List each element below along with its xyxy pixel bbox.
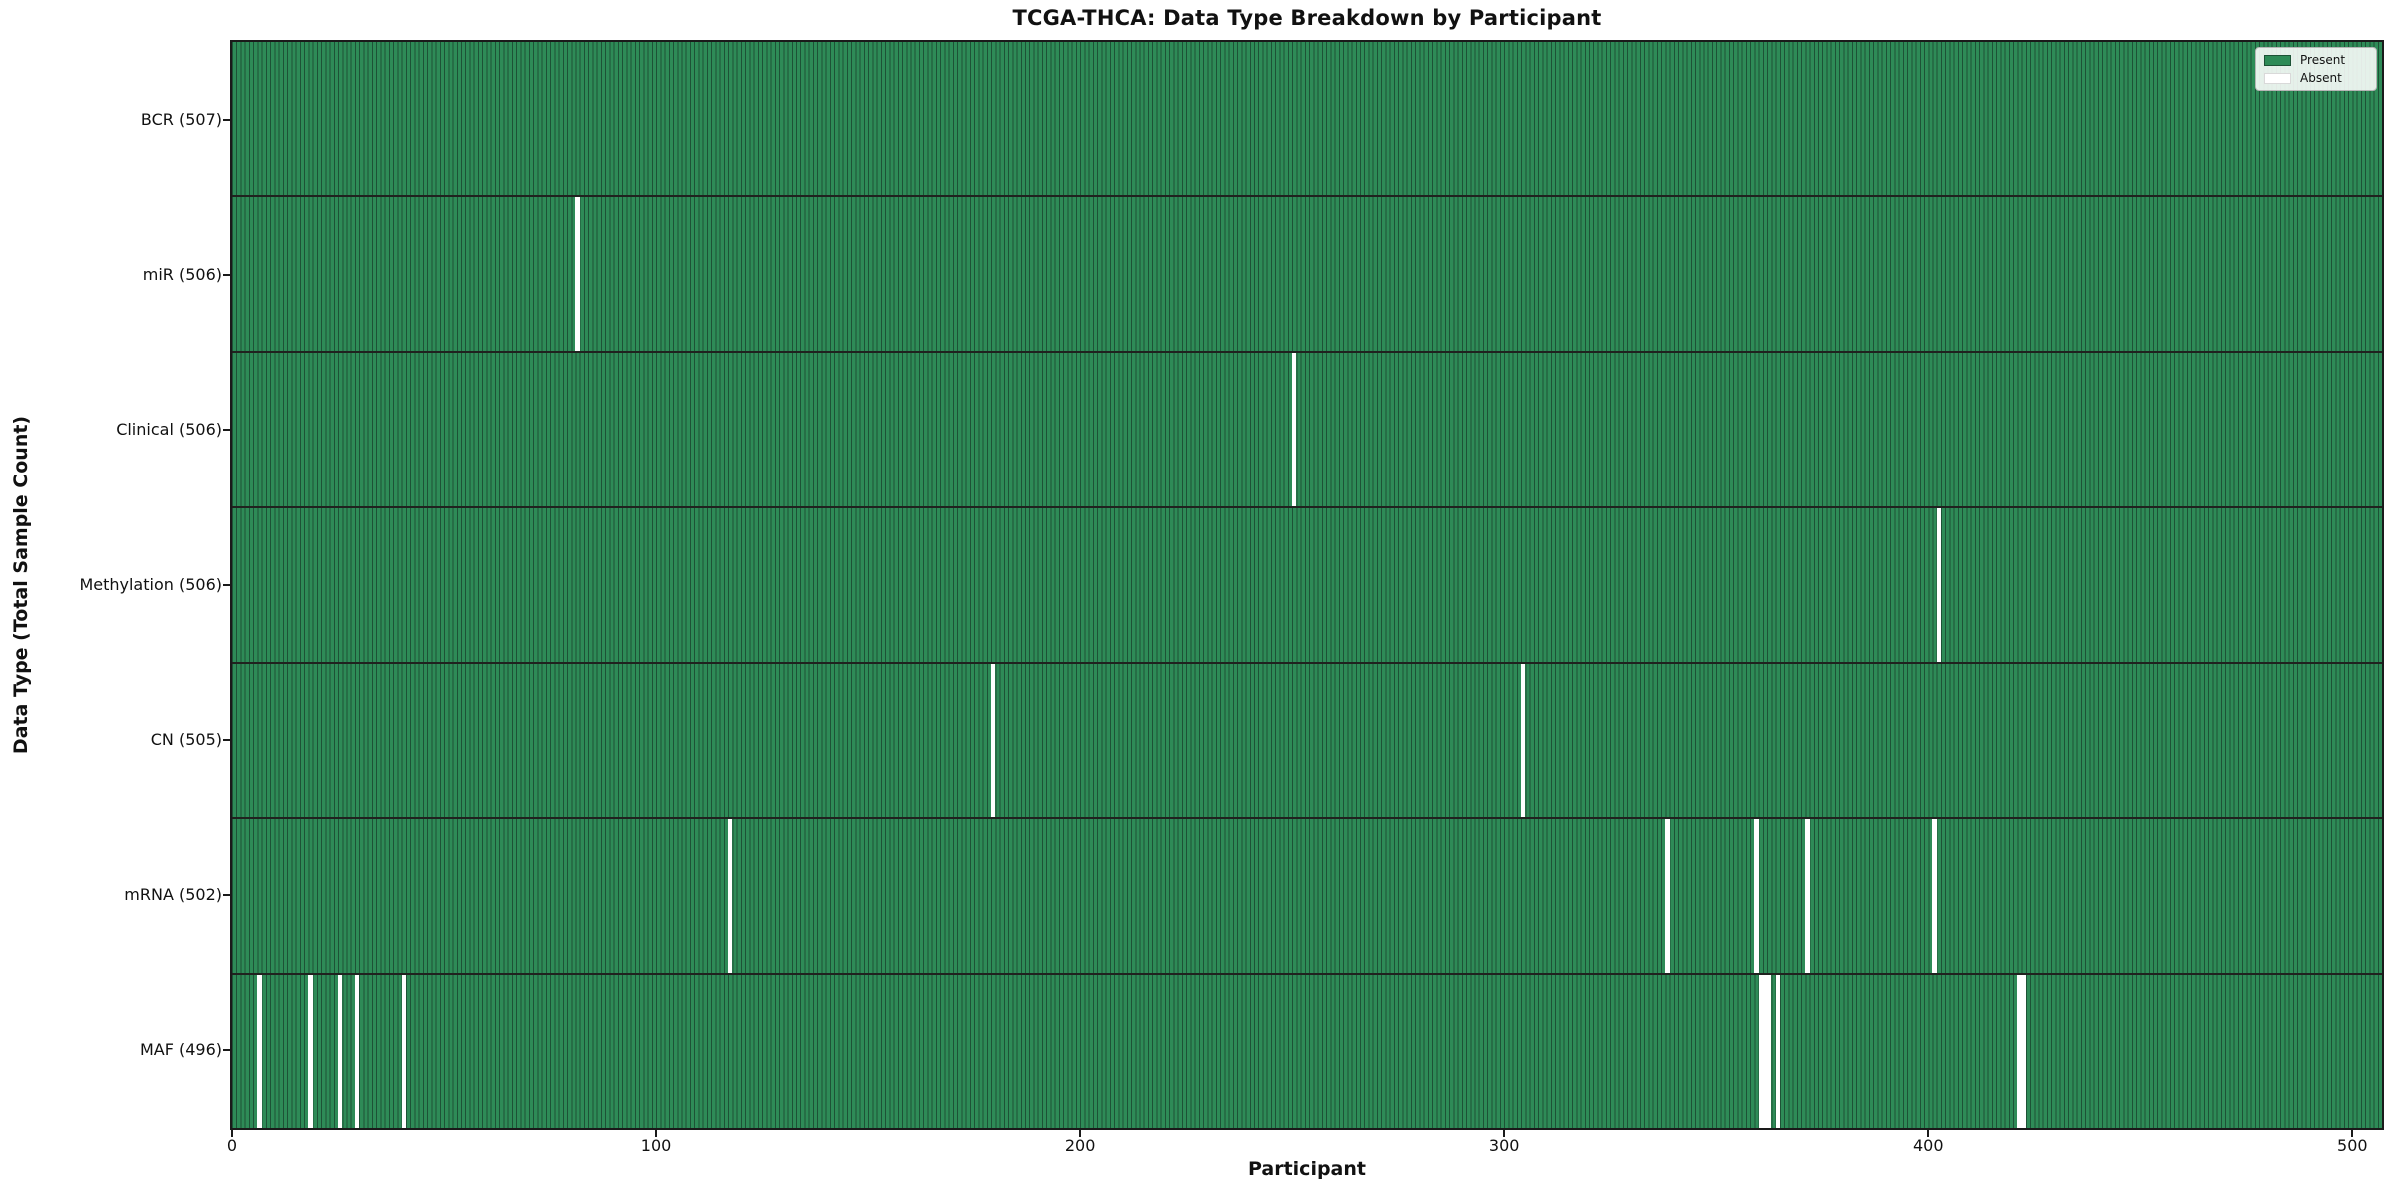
x-tick-mark bbox=[1503, 1130, 1506, 1137]
absent-gap bbox=[1292, 352, 1297, 507]
y-tick-mark bbox=[223, 273, 230, 276]
y-tick-mark bbox=[223, 739, 230, 742]
y-tick-label-methylation: Methylation (506) bbox=[79, 575, 222, 594]
x-tick-label: 400 bbox=[1912, 1136, 1944, 1155]
x-tick-label: 500 bbox=[2337, 1136, 2368, 1155]
y-tick-label-mrna: mRNA (502) bbox=[124, 885, 222, 905]
y-tick-label-maf: MAF (496) bbox=[139, 1040, 222, 1060]
legend-item-present: Present bbox=[2264, 54, 2368, 66]
present-swatch-icon bbox=[2264, 54, 2291, 66]
absent-gap bbox=[1805, 819, 1810, 973]
plot-area: Present Absent bbox=[230, 40, 2384, 1130]
absent-gap bbox=[1932, 819, 1937, 973]
absent-gap bbox=[354, 974, 360, 1128]
absent-gap bbox=[257, 974, 262, 1128]
heatmap-rows bbox=[232, 42, 2382, 1128]
y-tick-label-clinical: Clinical (506) bbox=[116, 419, 222, 439]
absent-gap bbox=[1762, 974, 1768, 1128]
absent-gap bbox=[2017, 974, 2022, 1128]
legend-item-absent: Absent bbox=[2264, 72, 2368, 84]
y-tick-mark bbox=[223, 428, 230, 431]
chart-title: TCGA-THCA: Data Type Breakdown by Partic… bbox=[1012, 6, 1602, 30]
legend-present-label: Present bbox=[2300, 53, 2346, 67]
absent-gap bbox=[991, 663, 996, 818]
x-axis-label: Participant bbox=[1247, 1158, 1366, 1180]
x-tick-label: 0 bbox=[226, 1136, 238, 1155]
absent-gap bbox=[1936, 508, 1941, 662]
x-tick-label: 100 bbox=[640, 1136, 672, 1155]
row-bcr bbox=[232, 42, 2382, 196]
absent-gap bbox=[728, 819, 733, 973]
row-methylation bbox=[232, 506, 2382, 662]
row-mrna bbox=[232, 817, 2382, 973]
legend-absent-label: Absent bbox=[2300, 71, 2342, 85]
row-maf bbox=[232, 972, 2382, 1128]
absent-swatch-icon bbox=[2264, 72, 2291, 84]
absent-gap bbox=[1521, 663, 1526, 818]
absent-gap bbox=[2021, 974, 2026, 1128]
y-tick-label-bcr: BCR (507) bbox=[140, 109, 222, 129]
row-clinical bbox=[232, 350, 2382, 507]
x-tick-mark bbox=[2351, 1130, 2354, 1137]
absent-gap bbox=[1767, 974, 1772, 1128]
x-tick-label: 200 bbox=[1064, 1136, 1096, 1155]
x-tick-mark bbox=[1927, 1130, 1930, 1137]
absent-gap bbox=[308, 974, 313, 1128]
y-tick-mark bbox=[223, 894, 230, 897]
row-cn bbox=[232, 661, 2382, 818]
x-tick-label: 300 bbox=[1488, 1136, 1520, 1155]
absent-gap bbox=[1775, 974, 1780, 1128]
absent-gap bbox=[575, 197, 580, 351]
x-tick-mark bbox=[231, 1130, 233, 1137]
y-tick-mark bbox=[223, 118, 230, 121]
absent-gap bbox=[1758, 974, 1763, 1128]
legend: Present Absent bbox=[2255, 47, 2377, 91]
y-tick-mark bbox=[223, 1049, 230, 1052]
absent-gap bbox=[338, 974, 343, 1128]
absent-gap bbox=[1754, 819, 1759, 973]
y-tick-label-cn: CN (505) bbox=[150, 730, 222, 750]
row-mir bbox=[232, 195, 2382, 351]
y-tick-label-mir: miR (506) bbox=[142, 264, 222, 284]
x-tick-mark bbox=[1079, 1130, 1082, 1137]
absent-gap bbox=[1665, 819, 1670, 973]
absent-gap bbox=[401, 974, 406, 1128]
x-tick-mark bbox=[655, 1130, 658, 1137]
y-tick-mark bbox=[223, 584, 230, 586]
